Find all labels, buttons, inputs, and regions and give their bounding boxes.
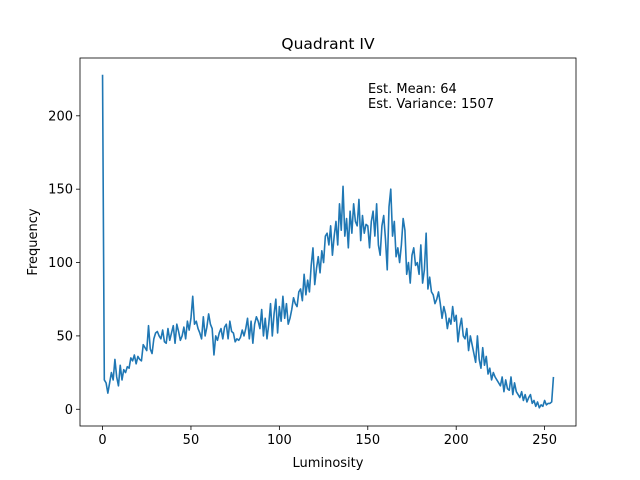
x-tick-label: 100 xyxy=(267,433,292,448)
y-tick-label: 150 xyxy=(48,183,73,198)
y-tick-label: 100 xyxy=(48,256,73,271)
y-axis-label: Frequency xyxy=(26,208,41,275)
chart-title: Quadrant IV xyxy=(281,35,375,53)
x-tick-label: 250 xyxy=(532,433,557,448)
x-tick-label: 150 xyxy=(355,433,380,448)
y-tick-label: 200 xyxy=(48,109,73,124)
x-tick-label: 200 xyxy=(444,433,469,448)
plot-frame xyxy=(79,57,577,427)
y-tick-label: 0 xyxy=(65,403,73,418)
y-tick-label: 50 xyxy=(56,329,73,344)
x-tick-label: 0 xyxy=(98,433,106,448)
data-line xyxy=(101,74,555,409)
annotation: Est. Variance: 1507 xyxy=(368,97,494,112)
x-axis-label: Luminosity xyxy=(293,456,364,471)
x-tick-label: 50 xyxy=(183,433,200,448)
annotation: Est. Mean: 64 xyxy=(368,82,457,97)
